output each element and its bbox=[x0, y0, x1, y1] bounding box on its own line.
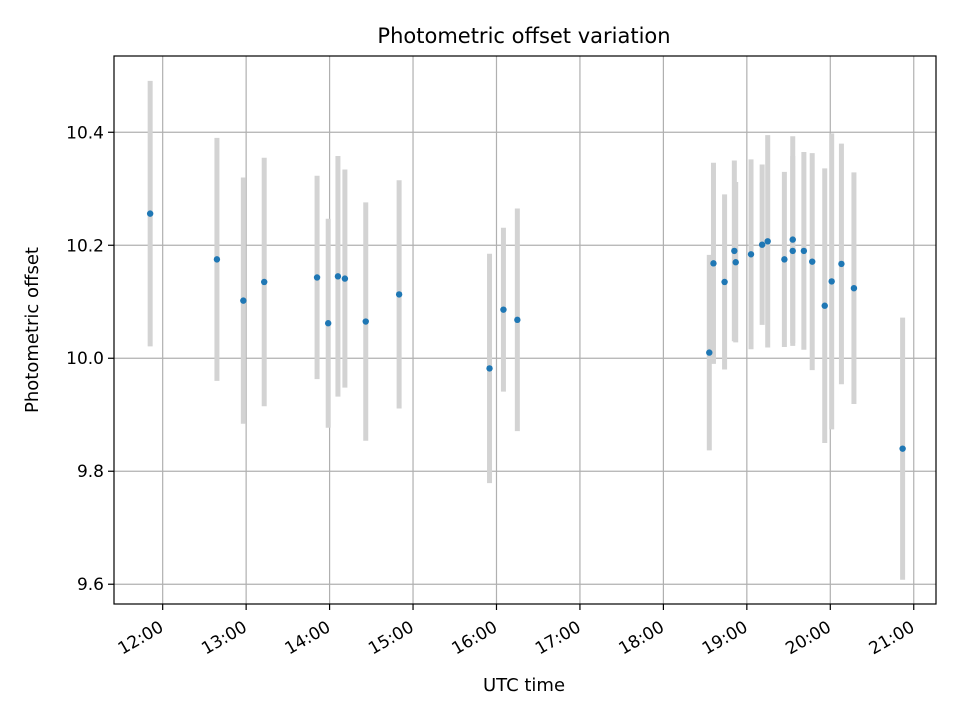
data-point bbox=[789, 247, 796, 255]
y-tick-label: 10.4 bbox=[66, 123, 104, 143]
y-tick-label: 9.8 bbox=[77, 462, 104, 482]
data-point bbox=[213, 256, 221, 263]
data-point bbox=[500, 306, 507, 313]
data-point bbox=[334, 273, 342, 280]
data-point bbox=[486, 365, 493, 372]
data-point bbox=[828, 278, 835, 285]
data-point bbox=[313, 274, 321, 281]
data-point bbox=[789, 236, 796, 243]
data-points bbox=[146, 210, 906, 452]
data-point bbox=[731, 247, 738, 255]
data-point bbox=[764, 238, 771, 245]
data-point bbox=[261, 278, 268, 286]
data-point bbox=[809, 258, 816, 265]
plot-frame bbox=[113, 55, 937, 605]
y-tick-label: 9.6 bbox=[77, 575, 104, 595]
y-tick-label: 10.0 bbox=[66, 349, 104, 369]
y-tick-label: 10.2 bbox=[66, 236, 104, 256]
data-point bbox=[721, 278, 728, 286]
data-point bbox=[710, 260, 717, 267]
data-point bbox=[514, 316, 521, 324]
data-point bbox=[800, 247, 808, 255]
data-point bbox=[838, 260, 845, 268]
data-point bbox=[732, 259, 739, 266]
data-point bbox=[850, 284, 858, 292]
y-axis-label: Photometric offset bbox=[22, 247, 43, 413]
data-point bbox=[706, 349, 713, 356]
data-point bbox=[781, 256, 788, 263]
data-point bbox=[821, 302, 828, 309]
data-point bbox=[324, 320, 332, 327]
x-axis-label: UTC time bbox=[483, 675, 565, 696]
plot-area bbox=[114, 56, 936, 604]
data-point bbox=[362, 318, 369, 325]
chart-title: Photometric offset variation bbox=[377, 24, 670, 48]
data-point bbox=[899, 445, 906, 452]
data-point bbox=[341, 275, 349, 282]
data-point bbox=[395, 291, 403, 298]
data-point bbox=[747, 251, 755, 258]
data-point bbox=[758, 241, 766, 248]
grid bbox=[114, 56, 936, 604]
data-point bbox=[240, 297, 247, 304]
y-axis-ticks: 9.6 9.8 10.0 10.2 10.4 bbox=[66, 123, 114, 595]
data-point bbox=[146, 210, 154, 217]
